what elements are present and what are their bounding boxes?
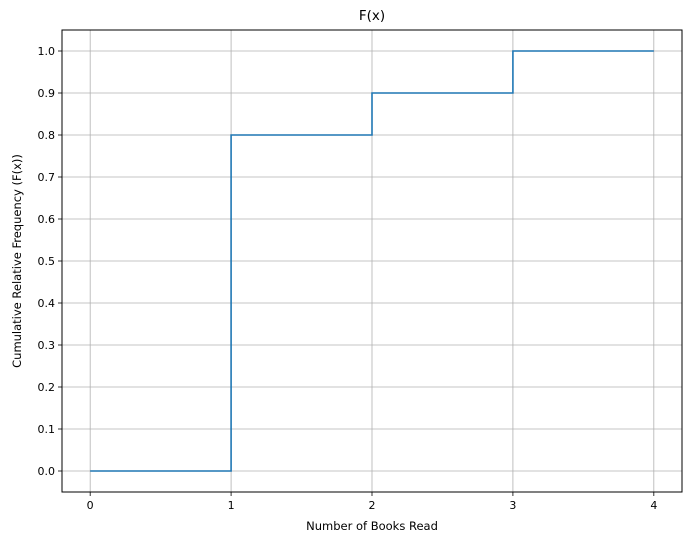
y-tick-label: 0.7 (38, 171, 56, 184)
y-tick-label: 1.0 (38, 45, 56, 58)
y-axis-ticks: 0.0 0.1 0.2 0.3 0.4 0.5 0.6 0.7 0.8 0.9 1.0 (38, 45, 62, 478)
cdf-step-line (90, 50, 654, 472)
y-tick-label: 0.0 (38, 465, 56, 478)
x-axis-label: Number of Books Read (306, 519, 438, 533)
y-axis-label: Cumulative Relative Frequency (F(x)) (10, 154, 24, 368)
y-tick-label: 0.9 (38, 87, 56, 100)
y-tick-label: 0.3 (38, 339, 56, 352)
y-tick-label: 0.4 (38, 297, 56, 310)
x-tick-label: 3 (509, 499, 516, 512)
y-tick-label: 0.1 (38, 423, 56, 436)
y-tick-label: 0.2 (38, 381, 56, 394)
y-tick-label: 0.8 (38, 129, 56, 142)
series-layer (90, 50, 654, 472)
chart-title: F(x) (359, 8, 385, 24)
x-tick-label: 1 (228, 499, 235, 512)
y-tick-label: 0.6 (38, 213, 56, 226)
x-axis-ticks: 0 1 2 3 4 (87, 492, 657, 512)
x-tick-label: 4 (650, 499, 657, 512)
x-tick-label: 2 (369, 499, 376, 512)
x-tick-label: 0 (87, 499, 94, 512)
y-tick-label: 0.5 (38, 255, 56, 268)
